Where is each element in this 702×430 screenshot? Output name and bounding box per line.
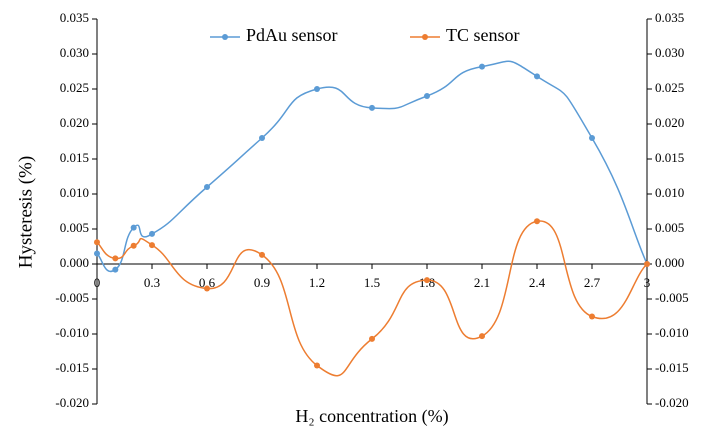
y-tick-label: 0.025: [60, 80, 89, 95]
x-tick-label: 0.9: [254, 275, 270, 290]
data-point: [589, 135, 595, 141]
data-point: [112, 255, 119, 262]
y-tick-label: 0.035: [60, 10, 89, 25]
y2-tick-label: 0.030: [655, 45, 684, 60]
y-tick-label: -0.005: [55, 290, 89, 305]
data-point: [259, 251, 265, 258]
y-tick-label: -0.010: [55, 325, 89, 340]
x-tick-label: 1.2: [309, 275, 325, 290]
series-line: [96, 220, 648, 377]
y2-tick-label: -0.020: [655, 395, 689, 410]
x-tick-label: 0.6: [199, 275, 216, 290]
x-tick-label: 2.4: [529, 275, 546, 290]
x-tick-label: 3: [644, 275, 651, 290]
data-point: [204, 285, 210, 292]
data-point: [149, 230, 155, 237]
data-point: [259, 135, 265, 141]
y2-tick-label: -0.005: [655, 290, 689, 305]
y-tick-label: -0.020: [55, 395, 89, 410]
y-tick-label: 0.000: [60, 255, 89, 270]
legend-marker: [222, 34, 228, 40]
y-tick-label: 0.020: [60, 115, 89, 130]
y-tick-label: -0.015: [55, 360, 89, 375]
data-point: [204, 184, 210, 190]
series-line: [96, 60, 648, 273]
data-point: [424, 93, 430, 99]
x-tick-label: 2.1: [474, 275, 490, 290]
x-tick-label: 0.3: [144, 275, 160, 290]
data-point: [644, 261, 650, 267]
data-point: [369, 335, 375, 342]
data-point: [589, 313, 595, 320]
data-point: [94, 239, 100, 246]
y-tick-label: 0.005: [60, 220, 89, 235]
y2-tick-label: 0.010: [655, 185, 684, 200]
y-tick-label: 0.030: [60, 45, 89, 60]
data-point: [534, 218, 540, 225]
data-point: [130, 242, 137, 249]
x-tick-label: 1.5: [364, 275, 380, 290]
x-axis-label: H₂ concentration (%): [295, 406, 448, 427]
data-point: [424, 277, 430, 284]
y-axis-label: Hysteresis (%): [15, 156, 36, 268]
data-point: [314, 362, 320, 369]
y2-tick-label: 0.020: [655, 115, 684, 130]
data-point: [479, 333, 485, 340]
y2-tick-label: -0.015: [655, 360, 689, 375]
y2-tick-label: -0.010: [655, 325, 689, 340]
legend-marker: [422, 34, 428, 40]
x-tick-label: 0: [94, 275, 101, 290]
data-point: [130, 224, 137, 231]
data-point: [479, 63, 485, 70]
legend-label: TC sensor: [446, 25, 520, 45]
data-point: [112, 266, 119, 273]
y2-tick-label: 0.015: [655, 150, 684, 165]
data-point: [94, 250, 100, 257]
x-tick-label: 2.7: [584, 275, 601, 290]
data-point: [149, 242, 155, 249]
legend-label: PdAu sensor: [246, 25, 338, 45]
y2-tick-label: 0.025: [655, 80, 684, 95]
data-point: [314, 86, 320, 92]
data-point: [369, 104, 375, 111]
y2-tick-label: 0.000: [655, 255, 684, 270]
y2-tick-label: 0.035: [655, 10, 684, 25]
y-tick-label: 0.015: [60, 150, 89, 165]
y-tick-label: 0.010: [60, 185, 89, 200]
y2-tick-label: 0.005: [655, 220, 684, 235]
data-point: [534, 73, 540, 80]
